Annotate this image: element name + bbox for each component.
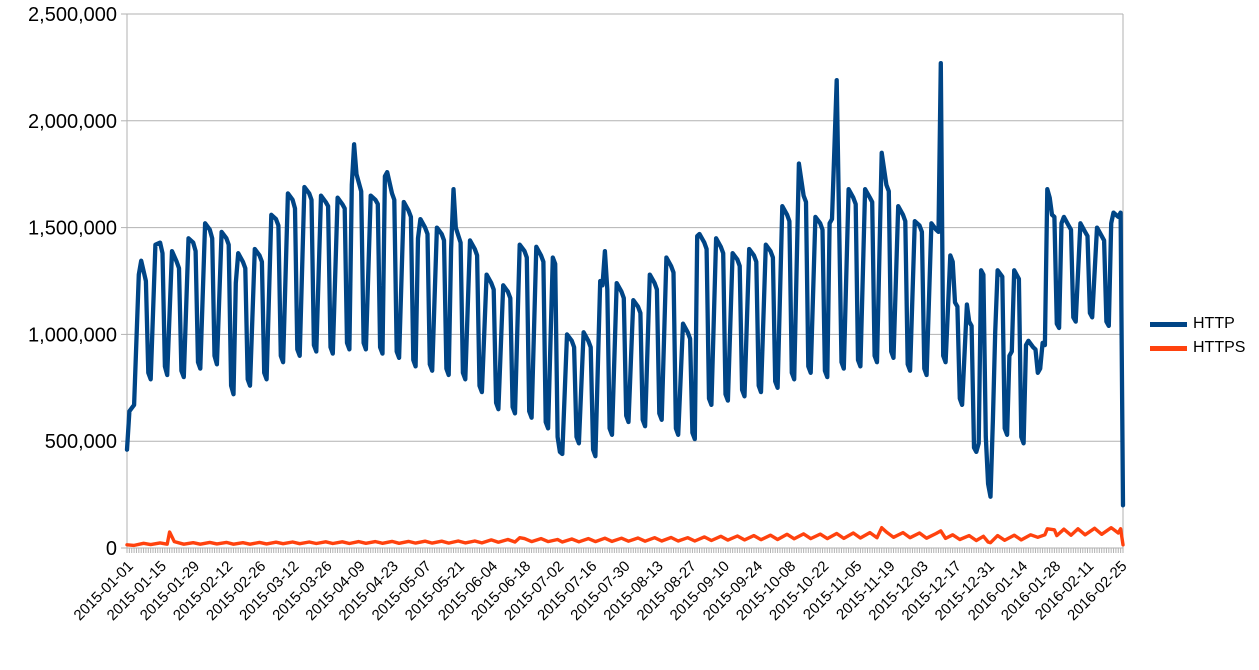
legend-label-http: HTTP [1193, 315, 1235, 332]
http-series-line [124, 60, 1126, 508]
legend: HTTP HTTPS [1150, 312, 1245, 360]
y-axis-label: 1,500,000 [28, 218, 117, 240]
legend-item-https: HTTPS [1150, 336, 1245, 360]
legend-item-http: HTTP [1150, 312, 1245, 336]
y-axis-label: 2,000,000 [28, 111, 117, 133]
y-axis-label: 1,000,000 [28, 324, 117, 346]
y-axis-label: 2,500,000 [28, 4, 117, 26]
http-line-swatch [1150, 321, 1187, 327]
y-axis-label: 500,000 [45, 431, 117, 453]
y-axis-label: 0 [106, 538, 117, 560]
https-series-line [125, 526, 1125, 548]
legend-label-https: HTTPS [1193, 339, 1246, 356]
https-line-swatch [1150, 345, 1187, 351]
